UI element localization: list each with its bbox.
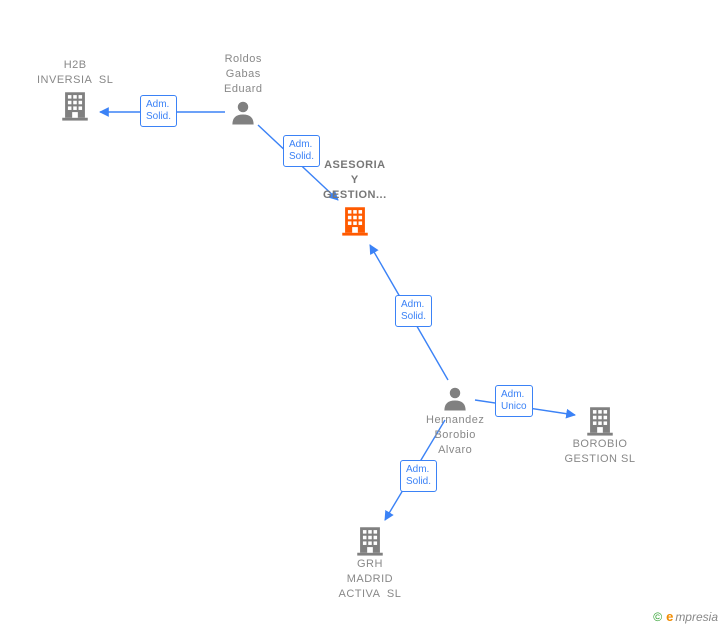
watermark: © empresia [653, 609, 718, 624]
building-icon [58, 88, 92, 122]
edge-label: Adm. Solid. [400, 460, 437, 492]
node-label: Hernandez Borobio Alvaro [426, 413, 484, 458]
node-label: Roldos Gabas Eduard [224, 52, 262, 97]
copyright-symbol: © [653, 610, 662, 624]
node-h2b[interactable]: H2B INVERSIA SL [37, 58, 113, 122]
edge-label: Adm. Unico [495, 385, 533, 417]
person-icon [228, 97, 258, 127]
node-borobio[interactable]: BOROBIO GESTION SL [565, 403, 636, 467]
node-label: ASESORIA Y GESTION... [323, 158, 387, 203]
node-asesoria[interactable]: ASESORIA Y GESTION... [323, 158, 387, 237]
person-icon [440, 383, 470, 413]
node-hernandez[interactable]: Hernandez Borobio Alvaro [426, 383, 484, 458]
brand-rest: mpresia [675, 610, 718, 624]
node-roldos[interactable]: Roldos Gabas Eduard [224, 52, 262, 127]
building-icon [353, 523, 387, 557]
edge-label: Adm. Solid. [283, 135, 320, 167]
brand-initial: e [666, 609, 673, 624]
edge-label: Adm. Solid. [140, 95, 177, 127]
node-grh[interactable]: GRH MADRID ACTIVA SL [339, 523, 402, 602]
node-label: BOROBIO GESTION SL [565, 437, 636, 467]
node-label: GRH MADRID ACTIVA SL [339, 557, 402, 602]
edge-label: Adm. Solid. [395, 295, 432, 327]
building-icon [338, 203, 372, 237]
node-label: H2B INVERSIA SL [37, 58, 113, 88]
building-icon [583, 403, 617, 437]
